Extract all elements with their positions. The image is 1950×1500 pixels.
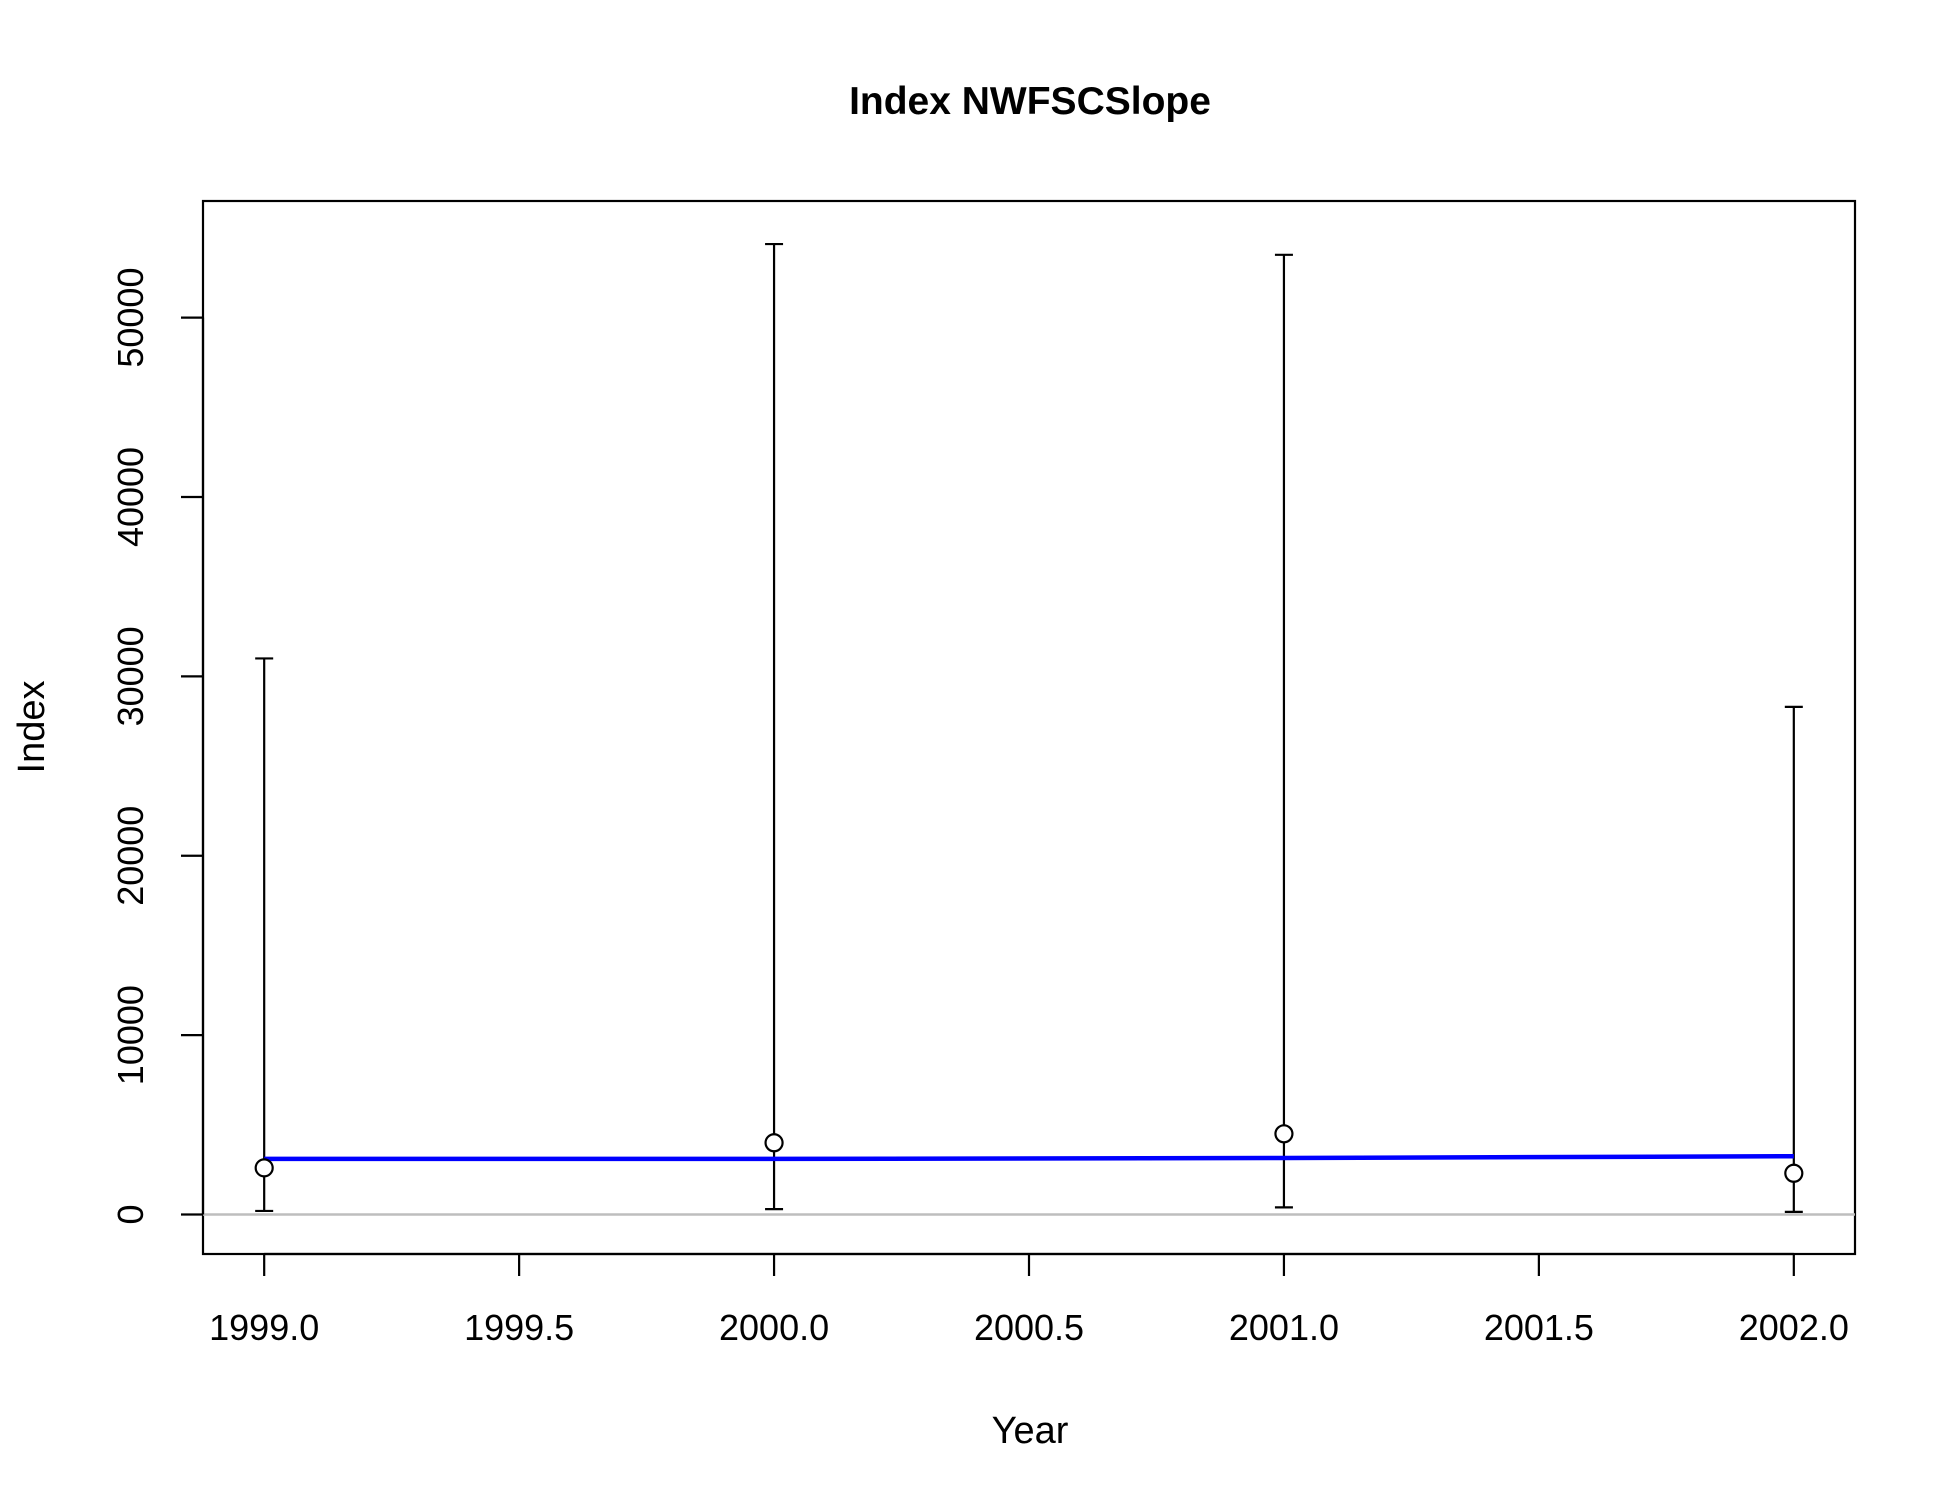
y-tick-label: 50000 xyxy=(110,268,151,368)
x-axis-title: Year xyxy=(992,1410,1069,1452)
plot-frame xyxy=(201,199,1857,1256)
point-layer xyxy=(254,1124,1804,1183)
data-point xyxy=(1784,1163,1804,1183)
series-line xyxy=(264,1153,1794,1162)
data-point xyxy=(764,1133,784,1153)
data-point xyxy=(1274,1124,1294,1144)
y-axis: 0 10000 20000 30000 40000 50000 xyxy=(110,268,205,1225)
x-tick-label: 2001.0 xyxy=(1229,1307,1339,1348)
y-tick-label: 0 xyxy=(110,1205,151,1225)
x-tick-label: 2001.5 xyxy=(1484,1307,1594,1348)
x-tick-label: 1999.0 xyxy=(209,1307,319,1348)
x-tick-label: 2002.0 xyxy=(1739,1307,1849,1348)
y-tick-label: 10000 xyxy=(110,985,151,1085)
x-tick-label: 2000.0 xyxy=(719,1307,829,1348)
interval-layer xyxy=(255,242,1803,1213)
x-axis: 1999.0 1999.5 2000.0 2000.5 2001.0 2001.5 2002… xyxy=(209,1252,1849,1348)
line-layer xyxy=(264,1153,1794,1162)
y-tick-label: 40000 xyxy=(110,447,151,547)
y-axis-title: Index xyxy=(11,681,53,774)
y-tick-label: 30000 xyxy=(110,626,151,726)
y-tick-label: 20000 xyxy=(110,806,151,906)
chart-title: Index NWFSCSlope xyxy=(849,80,1211,123)
x-tick-label: 2000.5 xyxy=(974,1307,1084,1348)
data-point xyxy=(254,1158,274,1178)
x-tick-label: 1999.5 xyxy=(464,1307,574,1348)
